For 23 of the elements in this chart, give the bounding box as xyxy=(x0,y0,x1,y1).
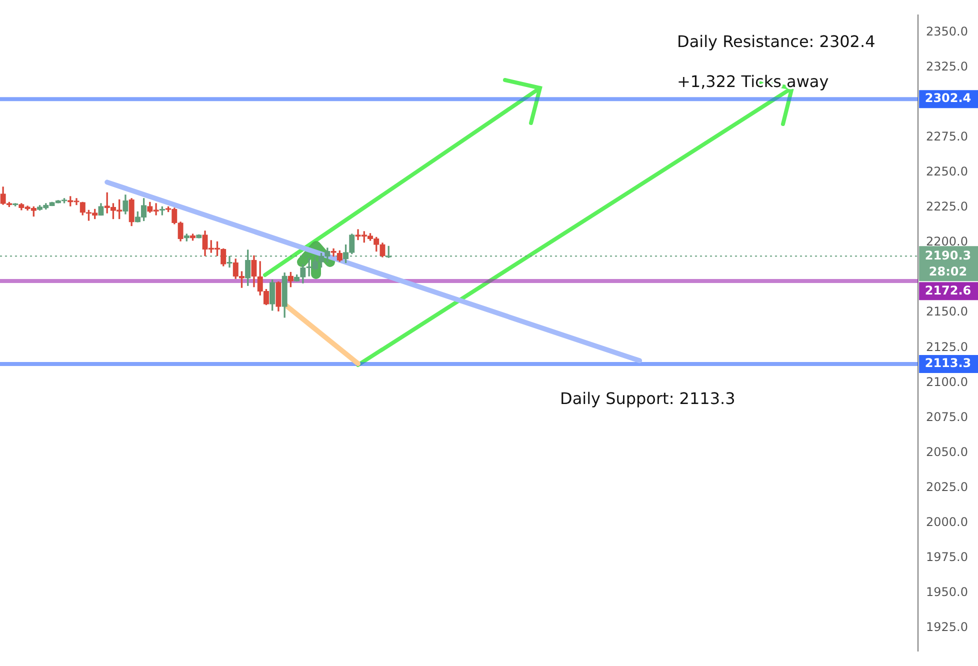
y-tick-label: 2275.0 xyxy=(926,130,968,144)
y-tick-label: 2250.0 xyxy=(926,164,968,179)
y-tick-label: 2325.0 xyxy=(926,60,968,74)
y-tick-label: 2000.0 xyxy=(926,514,968,529)
y-tick-label: 2200.0 xyxy=(926,234,968,249)
y-tick-label: 2125.0 xyxy=(926,340,968,354)
y-tick-label: 2050.0 xyxy=(926,444,968,459)
y-tick-label: 1950.0 xyxy=(926,584,968,599)
y-tick-label: 2350.0 xyxy=(926,24,968,39)
ref-line-label: 2190.3 xyxy=(924,248,972,262)
y-tick-label: 2225.0 xyxy=(926,200,968,214)
annotation: Daily Support: 2113.3 xyxy=(560,389,736,408)
text: 28:02 xyxy=(928,264,968,278)
y-tick-label: 2100.0 xyxy=(926,374,968,389)
annotation: Daily Resistance: 2302.4 xyxy=(677,32,876,52)
ref-line-label: 2172.6 xyxy=(924,283,972,298)
y-tick-label: 2150.0 xyxy=(926,304,968,319)
y-tick-label: 2075.0 xyxy=(926,410,968,424)
y-tick-label: 1925.0 xyxy=(926,620,968,634)
ref-line-label: 2302.4 xyxy=(924,91,972,106)
y-tick-label: 2025.0 xyxy=(926,480,968,494)
ref-line-label: 2113.3 xyxy=(924,356,972,370)
y-tick-label: 1975.0 xyxy=(926,550,968,564)
